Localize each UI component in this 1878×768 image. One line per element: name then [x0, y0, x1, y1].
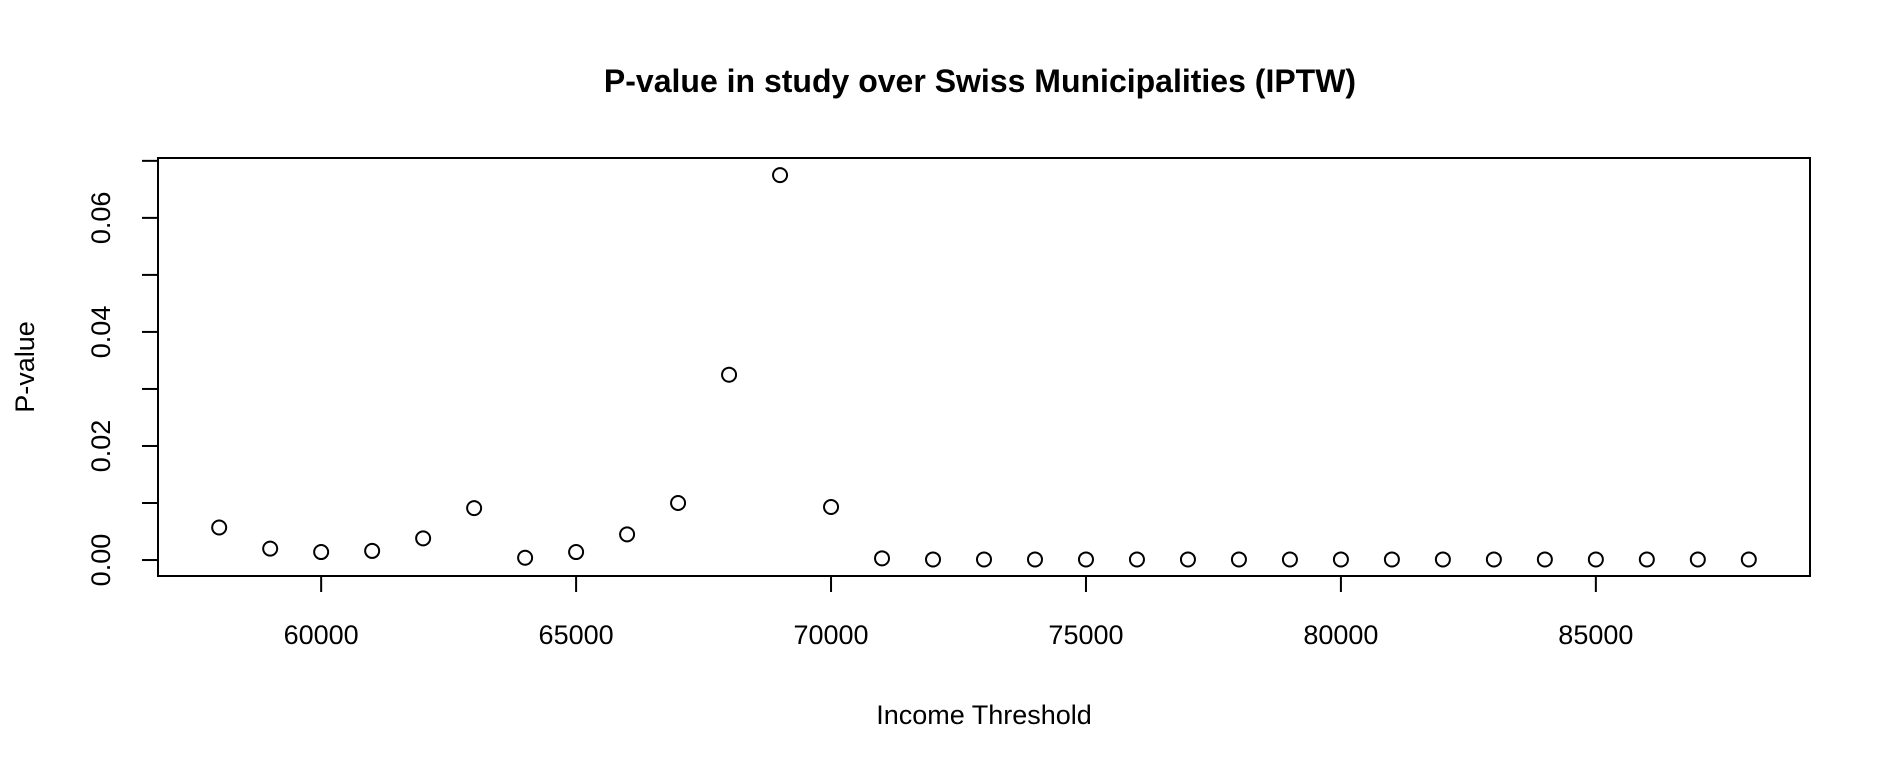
data-point [1281, 551, 1298, 568]
data-point [1485, 551, 1502, 568]
data-point [823, 498, 840, 515]
x-axis: 60000 65000 70000 75000 80000 85000 [284, 575, 1633, 650]
data-point [1383, 551, 1400, 568]
chart-title: P-value in study over Swiss Municipaliti… [604, 63, 1356, 99]
data-point [568, 544, 585, 561]
data-point [1230, 551, 1247, 568]
data-points [211, 167, 1757, 568]
plot-frame [157, 157, 1811, 577]
data-point [1740, 551, 1757, 568]
data-point [976, 551, 992, 568]
y-tick-label: 0.00 [86, 534, 116, 587]
data-point [1587, 551, 1604, 568]
data-point [619, 526, 636, 543]
data-point [1128, 551, 1145, 568]
data-point [1026, 551, 1043, 568]
data-point [1179, 551, 1196, 568]
y-axis: 0.00 0.02 0.04 0.06 [86, 159, 159, 587]
data-point [670, 495, 687, 512]
data-point [925, 551, 942, 568]
x-tick-label: 70000 [793, 620, 868, 650]
data-point [415, 530, 432, 547]
data-point [466, 500, 483, 517]
data-point [313, 544, 330, 561]
y-tick-label: 0.06 [86, 192, 116, 245]
data-point [1332, 551, 1349, 568]
y-tick-label: 0.04 [86, 306, 116, 359]
data-point [721, 366, 738, 383]
data-point [517, 549, 534, 566]
data-point [874, 550, 891, 567]
data-point [211, 519, 228, 536]
x-tick-label: 75000 [1048, 620, 1123, 650]
y-tick-label: 0.02 [86, 420, 116, 473]
data-point [1077, 551, 1094, 568]
x-tick-label: 80000 [1303, 620, 1378, 650]
data-point [1536, 551, 1553, 568]
x-tick-label: 60000 [284, 620, 359, 650]
data-point [1638, 551, 1655, 568]
data-point [262, 540, 279, 557]
y-axis-title: P-value [10, 321, 40, 413]
x-tick-label: 65000 [539, 620, 614, 650]
x-tick-label: 85000 [1558, 620, 1633, 650]
data-point [364, 542, 381, 559]
x-axis-title: Income Threshold [876, 700, 1092, 730]
data-point [1689, 551, 1706, 568]
data-point [1434, 551, 1451, 568]
data-point [772, 167, 789, 184]
